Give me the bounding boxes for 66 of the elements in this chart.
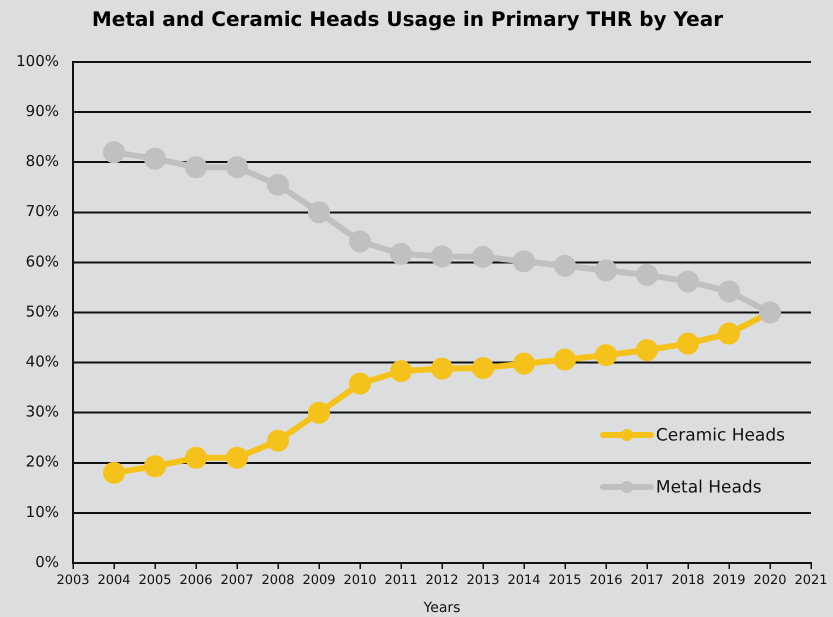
chart-title: Metal and Ceramic Heads Usage in Primary THR by Year	[92, 7, 724, 32]
point	[308, 402, 330, 424]
x-tick-label: 2018	[671, 573, 705, 588]
point	[677, 332, 699, 355]
y-tick-label: 70%	[26, 202, 59, 220]
point	[718, 322, 740, 345]
point	[349, 372, 371, 395]
y-tick-label: 20%	[26, 452, 59, 471]
x-tick-label: 2020	[753, 573, 787, 588]
point	[554, 348, 576, 371]
point	[513, 250, 535, 272]
y-tick-label: 100%	[16, 52, 59, 70]
x-axis-title: Years	[422, 600, 460, 616]
point	[677, 270, 699, 292]
y-tick-label: 50%	[26, 302, 59, 320]
point	[595, 259, 617, 282]
x-tick-label: 2019	[712, 573, 746, 588]
x-tick-label: 2010	[343, 573, 377, 588]
y-tick-label: 80%	[26, 152, 59, 170]
x-tick-label: 2016	[589, 573, 623, 588]
x-tick-label: 2011	[384, 573, 418, 588]
point	[267, 430, 289, 452]
point	[390, 242, 412, 265]
x-tick-label: 2007	[220, 573, 254, 588]
y-tick-label: 10%	[26, 502, 59, 521]
y-tick-label: 30%	[26, 402, 59, 421]
x-tick-label: 2012	[425, 573, 459, 588]
point	[431, 245, 453, 268]
x-tick-label: 2009	[302, 573, 336, 588]
y-tick-label: 0%	[35, 552, 59, 571]
x-tick-label: 2015	[548, 573, 582, 588]
point	[308, 201, 330, 224]
y-tick-label: 40%	[26, 352, 59, 370]
point	[636, 339, 658, 362]
x-tick-label: 2003	[56, 573, 90, 588]
y-tick-label: 60%	[26, 252, 59, 270]
point	[226, 446, 248, 469]
point	[513, 352, 535, 375]
point	[472, 246, 494, 268]
point	[144, 148, 166, 170]
point	[226, 156, 248, 178]
x-tick-label: 2021	[794, 573, 828, 588]
point	[144, 455, 166, 478]
point	[103, 141, 125, 164]
point	[554, 254, 576, 277]
point	[349, 230, 371, 252]
x-tick-label: 2014	[507, 573, 541, 588]
point	[103, 462, 125, 484]
point	[595, 344, 617, 366]
point	[185, 446, 207, 469]
point	[431, 358, 453, 380]
x-tick-label: 2008	[261, 573, 295, 588]
x-tick-label: 2005	[138, 573, 172, 588]
x-tick-label: 2004	[97, 573, 131, 588]
point	[390, 360, 412, 382]
point	[636, 264, 658, 286]
x-tick-label: 2017	[630, 573, 664, 588]
point	[267, 174, 289, 196]
point	[718, 280, 740, 302]
x-tick-label: 2006	[179, 573, 213, 588]
legend-label: Ceramic Heads	[656, 425, 786, 446]
legend-label: Metal Heads	[656, 477, 762, 498]
y-tick-label: 90%	[26, 102, 59, 120]
x-tick-label: 2013	[466, 573, 500, 588]
point	[472, 357, 494, 380]
point	[185, 156, 207, 178]
